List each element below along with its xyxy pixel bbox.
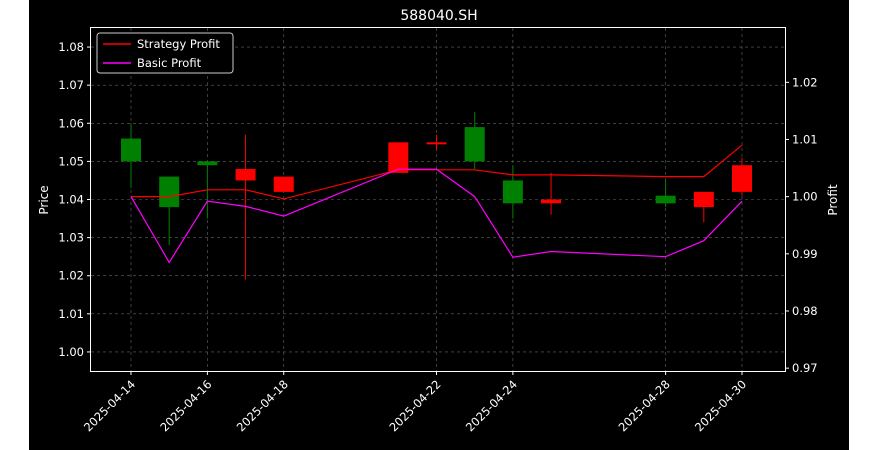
x-tick-label: 2025-04-28 (616, 377, 673, 434)
legend-strategy-label: Strategy Profit (137, 37, 220, 51)
left-tick-label: 1.06 (58, 116, 84, 130)
right-axis-label: Profit (826, 184, 840, 216)
x-tick-label: 2025-04-18 (234, 377, 291, 434)
candle-body (388, 142, 409, 173)
x-tick-label: 2025-04-14 (81, 377, 138, 434)
left-axis-label: Price (37, 185, 51, 214)
candle-body (197, 161, 218, 166)
left-tick-label: 1.00 (58, 345, 84, 359)
right-tick-label: 1.00 (792, 190, 818, 204)
candle-body (732, 165, 752, 192)
candle-body (502, 180, 523, 204)
grid-lines (91, 28, 785, 371)
basic-profit-line (130, 168, 743, 264)
chart-title: 588040.SH (400, 8, 477, 24)
candle-body (159, 176, 180, 208)
x-tick-label: 2025-04-22 (386, 377, 443, 434)
chart-figure: 588040.SH 1.00 1.01 1.02 1.03 1.04 1.05 1.06 1.… (29, 0, 849, 450)
candle-body (426, 142, 447, 145)
candle-body (235, 169, 256, 181)
x-tick-label: 2025-04-24 (463, 377, 520, 434)
right-tick-label: 0.99 (792, 247, 818, 261)
candlestick-chart: 588040.SH 1.001.011.021.031.041.051.061.… (37, 8, 840, 434)
candle-body (464, 127, 485, 162)
x-axis: 2025-04-14 2025-04-16 2025-04-18 2025-04-22… (81, 371, 749, 434)
legend-basic-label: Basic Profit (137, 56, 202, 70)
left-tick-label: 1.04 (58, 193, 84, 207)
right-tick-label: 1.02 (792, 75, 818, 89)
x-tick-label: 2025-04-30 (692, 377, 749, 434)
left-tick-label: 1.05 (58, 154, 84, 168)
legend: Strategy Profit Basic Profit (96, 32, 234, 74)
left-tick-label: 1.01 (58, 307, 84, 321)
left-tick-label: 1.07 (58, 78, 84, 92)
left-tick-label: 1.03 (58, 231, 84, 245)
candles-layer (121, 111, 752, 280)
right-axis: 0.97 0.98 0.99 1.00 1.01 1.02 (785, 75, 818, 375)
left-tick-label: 1.08 (58, 40, 84, 54)
candle-body (273, 176, 294, 192)
right-tick-label: 0.97 (792, 361, 818, 375)
profit-lines-layer (130, 144, 743, 264)
x-tick-label: 2025-04-16 (157, 377, 214, 434)
candle-body (693, 191, 714, 208)
right-tick-label: 1.01 (792, 132, 818, 146)
candle-body (655, 195, 676, 204)
left-tick-label: 1.02 (58, 269, 84, 283)
candle-body (121, 138, 141, 162)
candle-body (541, 199, 562, 204)
right-tick-label: 0.98 (792, 304, 818, 318)
left-axis: 1.00 1.01 1.02 1.03 1.04 1.05 1.06 1.07 1.08 (58, 40, 91, 359)
